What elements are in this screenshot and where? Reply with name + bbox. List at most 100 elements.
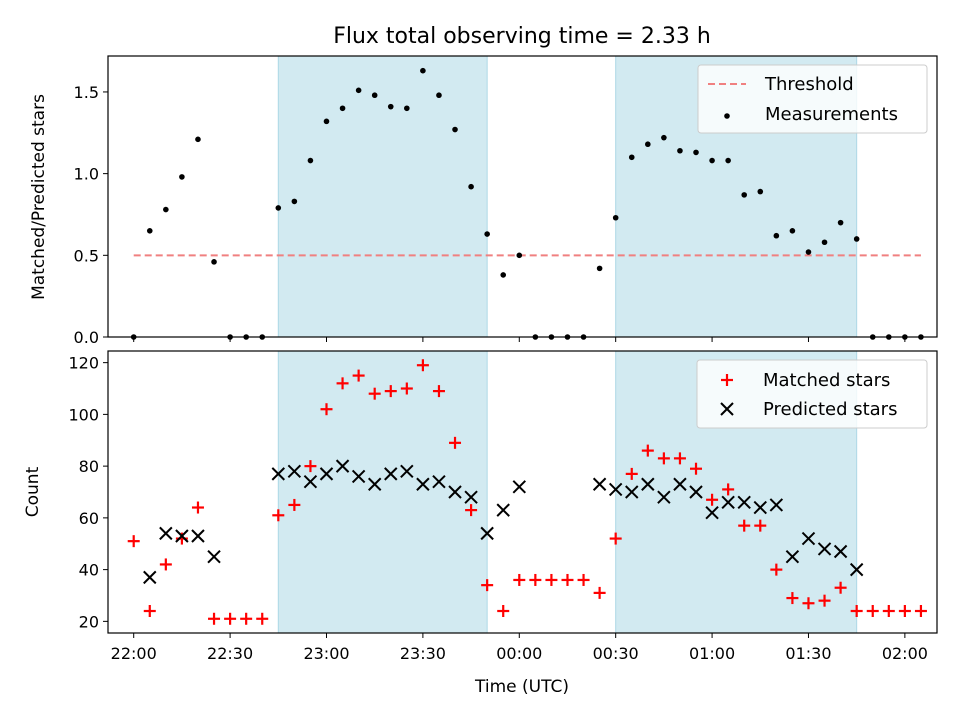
matched-stars-point bbox=[593, 586, 606, 599]
matched-stars-point bbox=[497, 605, 510, 618]
predicted-stars-point bbox=[689, 485, 703, 499]
measurement-point bbox=[146, 228, 153, 234]
measurement-point bbox=[436, 92, 442, 99]
matched-stars-point bbox=[352, 369, 365, 382]
predicted-stars-point bbox=[432, 474, 446, 489]
matched-stars-point bbox=[898, 605, 911, 618]
ratio-y-tick-label: 0.5 bbox=[74, 246, 99, 265]
predicted-stars-point bbox=[143, 570, 157, 585]
predicted-stars-point bbox=[592, 477, 607, 491]
matched-stars-point bbox=[641, 444, 654, 457]
predicted-stars-point bbox=[737, 495, 751, 510]
matched-legend-swatch bbox=[721, 374, 733, 386]
matched-legend-label: Matched stars bbox=[763, 370, 890, 391]
count-y-tick-label: 120 bbox=[68, 354, 99, 373]
measurement-point bbox=[741, 192, 748, 198]
x-tick-label: 22:30 bbox=[207, 644, 253, 663]
measurement-point bbox=[693, 149, 699, 156]
measurement-point bbox=[789, 228, 796, 234]
measurement-point bbox=[773, 232, 780, 239]
predicted-stars-point bbox=[849, 562, 864, 577]
predicted-stars-point bbox=[448, 485, 462, 499]
matched-stars-point bbox=[850, 605, 863, 618]
matched-stars-point bbox=[208, 612, 221, 625]
predicted-stars-point bbox=[271, 467, 286, 481]
predicted-stars-point bbox=[175, 529, 189, 543]
matched-stars-point bbox=[914, 605, 927, 618]
predicted-stars-point bbox=[641, 477, 655, 491]
matched-stars-point bbox=[529, 573, 542, 586]
matched-stars-point bbox=[673, 452, 686, 465]
count-y-tick-label: 20 bbox=[79, 612, 99, 631]
measurement-point bbox=[323, 118, 330, 125]
measurement-point bbox=[645, 141, 651, 148]
predicted-stars-point bbox=[801, 531, 816, 546]
matched-stars-point bbox=[818, 594, 831, 607]
matched-stars-point bbox=[882, 605, 895, 618]
ratio-y-tick-label: 0.0 bbox=[74, 328, 99, 347]
x-tick-label: 02:00 bbox=[882, 644, 928, 663]
ratio-y-axis-label: Matched/Predicted stars bbox=[29, 94, 49, 300]
count-y-tick-label: 40 bbox=[79, 561, 99, 580]
predicted-stars-point bbox=[480, 526, 494, 541]
predicted-stars-point bbox=[367, 477, 382, 491]
matched-stars-point bbox=[802, 597, 815, 610]
matched-stars-point bbox=[577, 573, 590, 586]
count-y-tick-label: 100 bbox=[68, 405, 99, 424]
threshold-legend-label: Threshold bbox=[764, 74, 854, 95]
count-y-tick-label: 60 bbox=[79, 509, 99, 528]
predicted-stars-point bbox=[496, 503, 510, 517]
predicted-stars-point bbox=[400, 464, 414, 479]
measurements-legend-swatch bbox=[724, 113, 730, 119]
matched-stars-point bbox=[240, 612, 253, 625]
measurement-point bbox=[853, 236, 860, 242]
measurement-point bbox=[195, 136, 201, 143]
measurement-point bbox=[725, 157, 731, 164]
matched-stars-point bbox=[400, 382, 413, 395]
predicted-stars-point bbox=[512, 480, 526, 494]
ratio-legend: Threshold Measurements bbox=[697, 64, 928, 134]
matched-stars-point bbox=[384, 385, 397, 398]
matched-stars-point bbox=[224, 612, 237, 625]
measurement-point bbox=[837, 219, 844, 226]
matched-stars-point bbox=[609, 532, 622, 545]
matched-stars-point bbox=[786, 592, 799, 605]
matched-stars-point bbox=[706, 493, 719, 506]
matched-stars-point bbox=[416, 359, 429, 372]
measurement-point bbox=[661, 134, 667, 141]
count-panel: 20 40 60 80 100 120 22:00 22:30 23:00 23:30 00:00… bbox=[23, 350, 938, 697]
x-tick-label: 23:30 bbox=[400, 644, 446, 663]
measurement-point bbox=[275, 205, 282, 211]
x-tick-label: 00:00 bbox=[496, 644, 542, 663]
ratio-panel: 0.0 0.5 1.0 1.5 Matched/Predicted stars Thr… bbox=[29, 55, 938, 347]
ratio-shaded-interval bbox=[277, 55, 488, 338]
matched-stars-point bbox=[368, 387, 381, 400]
matched-stars-point bbox=[657, 452, 670, 465]
matched-stars-point bbox=[561, 573, 574, 586]
measurement-point bbox=[468, 183, 474, 190]
measurement-point bbox=[805, 249, 812, 255]
x-tick-label: 01:30 bbox=[785, 644, 831, 663]
predicted-stars-point bbox=[159, 526, 173, 541]
measurement-point bbox=[612, 214, 619, 221]
matched-stars-point bbox=[127, 535, 140, 548]
ratio-legend-box bbox=[697, 64, 928, 134]
predicted-stars-point bbox=[191, 529, 205, 543]
ratio-y-tick-label: 1.0 bbox=[74, 165, 99, 184]
predicted-stars-point bbox=[721, 495, 735, 510]
measurement-point bbox=[179, 174, 185, 180]
measurement-point bbox=[420, 67, 426, 74]
predicted-stars-point bbox=[817, 542, 832, 556]
matched-stars-point bbox=[288, 498, 301, 511]
matched-stars-point bbox=[320, 403, 333, 416]
matched-stars-point bbox=[159, 558, 172, 571]
matched-stars-point bbox=[545, 573, 558, 586]
predicted-stars-point bbox=[705, 505, 719, 520]
predicted-stars-point bbox=[769, 498, 784, 512]
predicted-stars-point bbox=[335, 459, 350, 473]
predicted-stars-point bbox=[384, 467, 398, 481]
matched-stars-point bbox=[513, 573, 526, 586]
measurement-point bbox=[596, 265, 603, 272]
predicted-stars-point bbox=[319, 467, 334, 481]
measurement-point bbox=[677, 147, 683, 154]
